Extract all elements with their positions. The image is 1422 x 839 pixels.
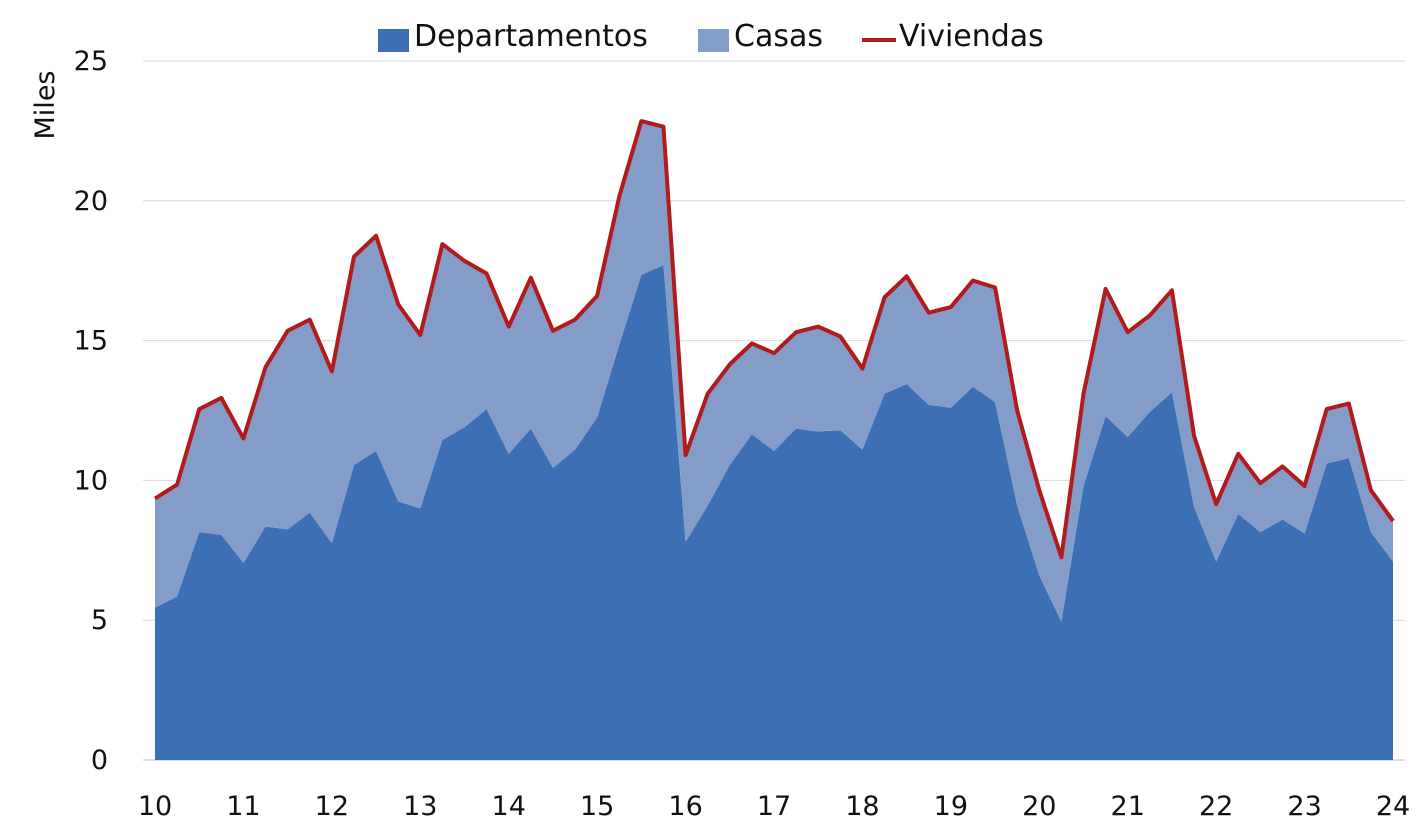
x-tick-label: 10: [138, 791, 172, 822]
y-tick-label: 20: [74, 186, 108, 217]
legend-label-casas: Casas: [734, 19, 823, 54]
y-tick-label: 5: [91, 605, 108, 636]
x-tick-label: 21: [1111, 791, 1145, 822]
legend-label-viviendas: Viviendas: [899, 19, 1044, 54]
y-axis-label: Miles: [30, 71, 61, 140]
x-tick-label: 12: [315, 791, 349, 822]
x-tick-label: 23: [1287, 791, 1321, 822]
x-tick-label: 22: [1199, 791, 1233, 822]
y-tick-label: 10: [74, 465, 108, 496]
departamentos-area: [155, 265, 1393, 760]
x-tick-label: 16: [668, 791, 702, 822]
x-tick-label: 20: [1022, 791, 1056, 822]
casas-area: [155, 121, 1393, 622]
y-tick-label: 25: [74, 46, 108, 77]
x-tick-label: 17: [757, 791, 791, 822]
y-tick-label: 0: [91, 745, 108, 776]
x-tick-label: 15: [580, 791, 614, 822]
x-tick-label: 18: [845, 791, 879, 822]
x-tick-label: 13: [403, 791, 437, 822]
x-tick-label: 19: [934, 791, 968, 822]
legend: Departamentos Casas Viviendas: [378, 19, 1044, 54]
plot-areas: [155, 121, 1393, 760]
y-tick-label: 15: [74, 326, 108, 357]
x-tick-label: 14: [492, 791, 526, 822]
axes: 0 5 10 15 20 25 10 11 12 13 14 15 16 17 18 19 20 21 22 23 24: [74, 46, 1411, 822]
x-tick-label: 24: [1376, 791, 1410, 822]
legend-swatch-departamentos: [378, 29, 409, 52]
viviendas-line: [153, 119, 1395, 560]
legend-label-departamentos: Departamentos: [414, 19, 648, 54]
legend-swatch-casas: [698, 29, 729, 52]
x-tick-label: 11: [226, 791, 260, 822]
